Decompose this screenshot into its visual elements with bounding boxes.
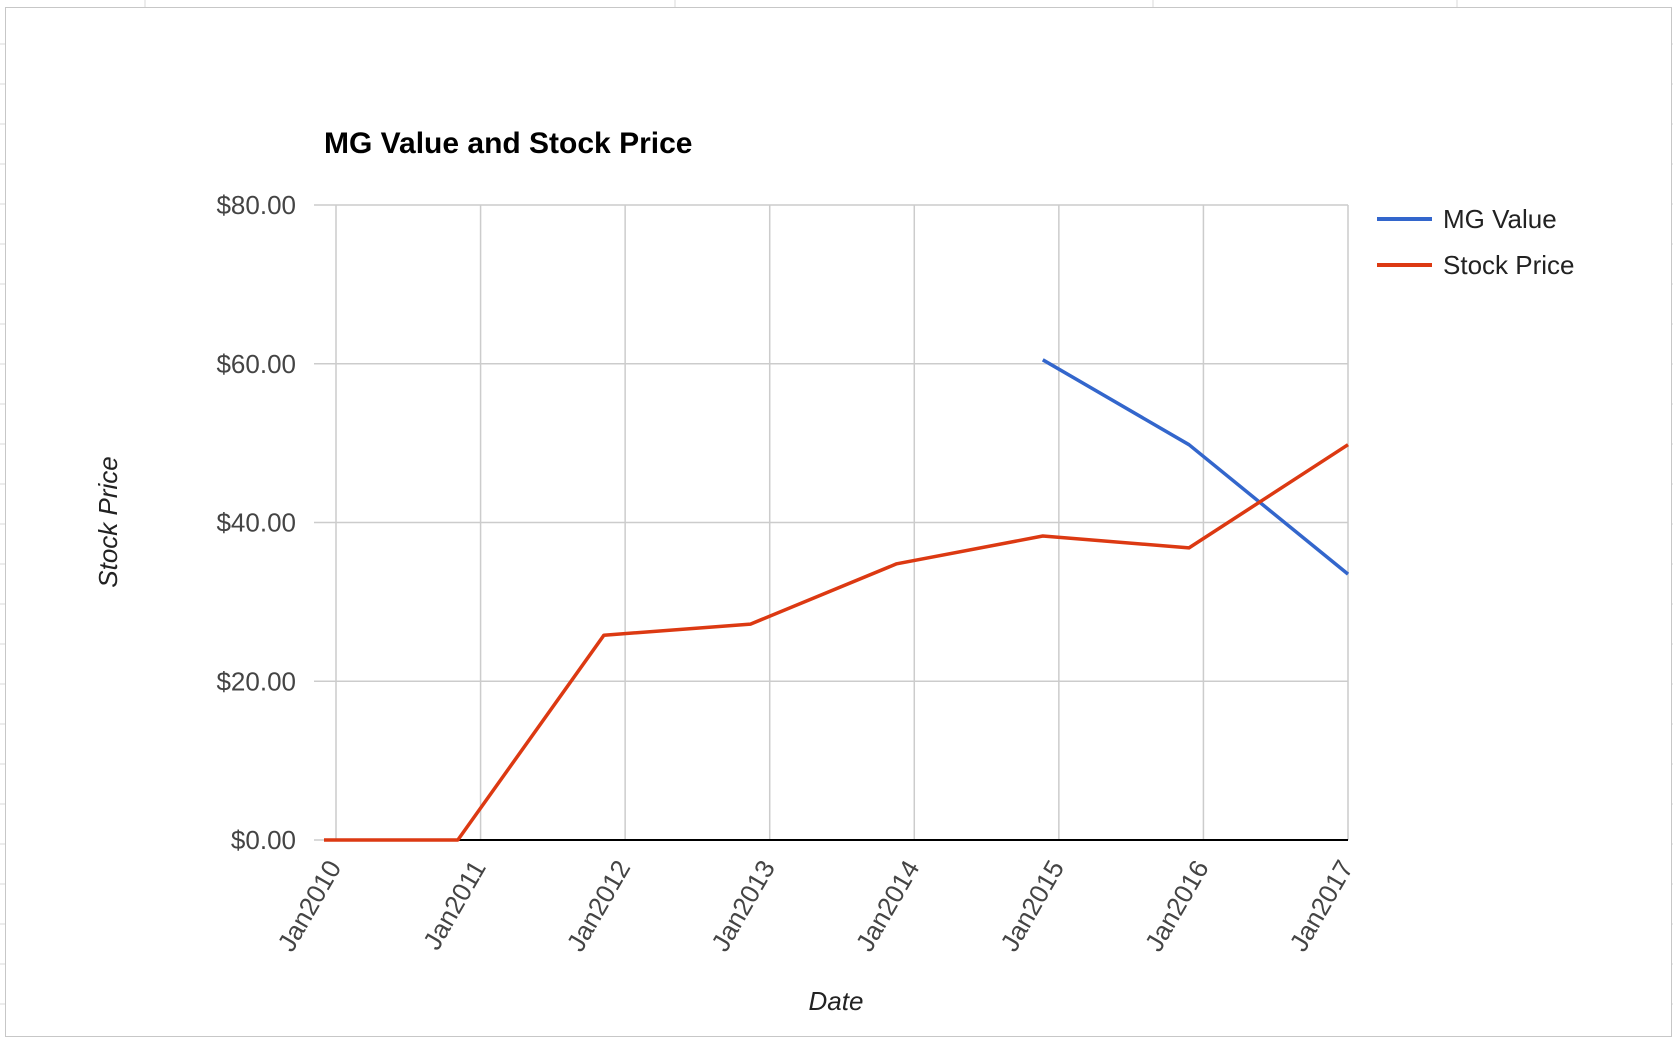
y-axis-ticks: $0.00 $20.00 $40.00 $60.00 $80.00 [216,190,296,855]
legend: MG Value Stock Price [1377,204,1575,280]
y-axis-title: Stock Price [93,456,123,588]
y-tick-label: $0.00 [231,825,296,855]
legend-label: MG Value [1443,204,1557,234]
series-line-stock-price [324,443,1349,842]
x-tick-label: Jan2017 [1283,855,1359,956]
y-tick-label: $40.00 [216,508,296,538]
x-axis-ticks: Jan2010 Jan2011 Jan2012 Jan2013 Jan2014 Jan20… [271,855,1359,956]
x-tick-label: Jan2013 [705,855,781,956]
x-tick-label: Jan2015 [994,855,1070,956]
series-line-mg-value [1041,358,1350,576]
y-tick-label: $80.00 [216,190,296,220]
x-tick-label: Jan2014 [850,855,926,956]
x-tick-label: Jan2011 [417,855,492,955]
x-axis-title: Date [809,986,864,1016]
chart-title: MG Value and Stock Price [324,127,692,160]
gridlines [314,204,1349,841]
y-tick-label: $60.00 [216,349,296,379]
x-tick-label: Jan2016 [1139,855,1215,956]
x-tick-label: Jan2012 [560,855,636,956]
legend-label: Stock Price [1443,250,1575,280]
y-tick-label: $20.00 [216,666,296,696]
series-lines [324,358,1350,842]
x-tick-label: Jan2010 [271,855,347,956]
